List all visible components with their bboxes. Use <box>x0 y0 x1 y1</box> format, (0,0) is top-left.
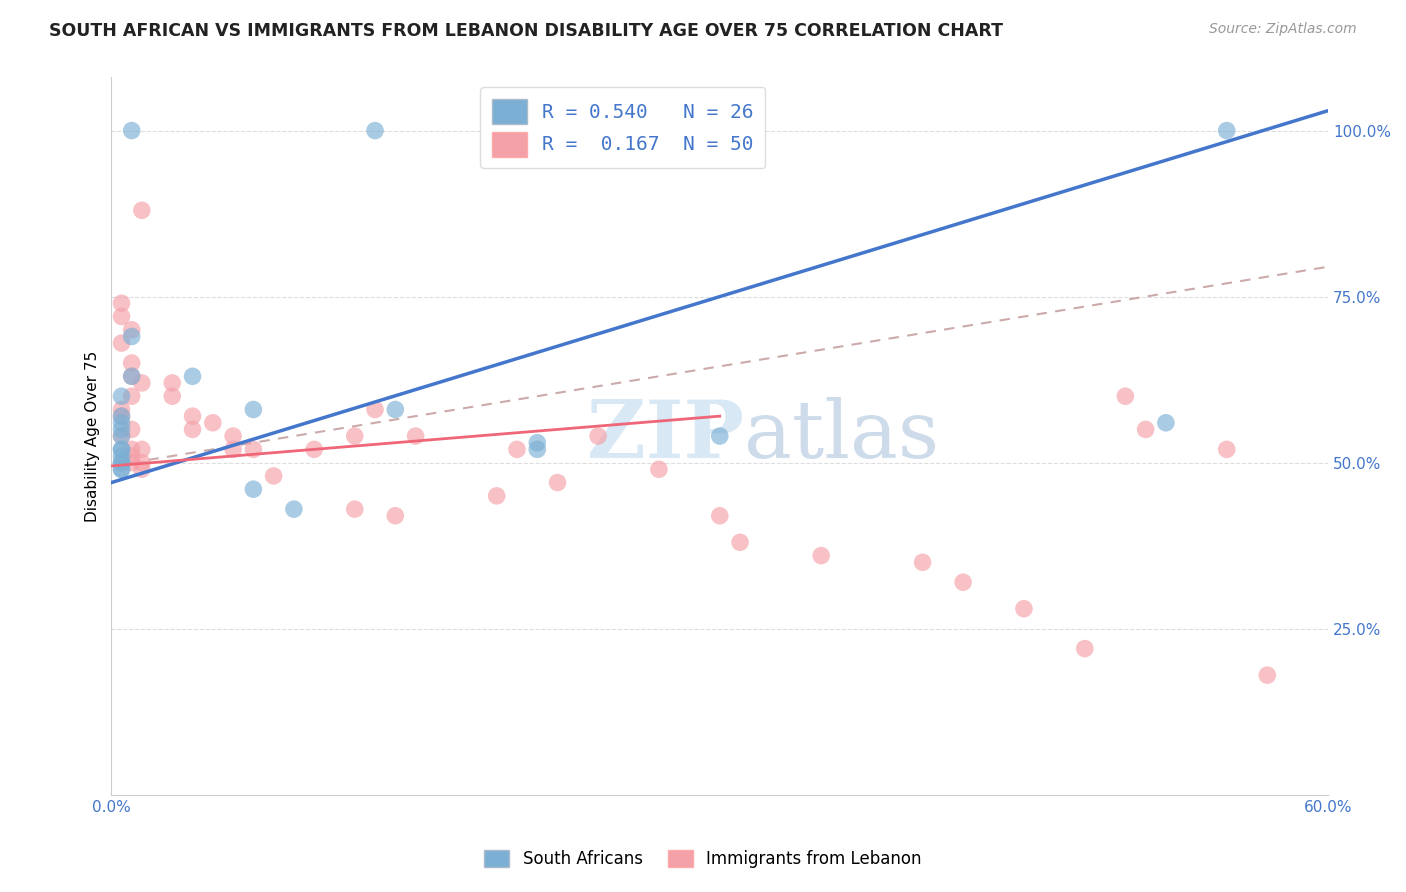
Text: ZIP: ZIP <box>588 397 744 475</box>
Point <box>121 449 143 463</box>
Legend: South Africans, Immigrants from Lebanon: South Africans, Immigrants from Lebanon <box>478 843 928 875</box>
Text: Source: ZipAtlas.com: Source: ZipAtlas.com <box>1209 22 1357 37</box>
Point <box>110 462 132 476</box>
Point <box>709 508 731 523</box>
Point <box>110 449 132 463</box>
Point <box>110 336 132 351</box>
Point <box>121 329 143 343</box>
Point <box>222 429 245 443</box>
Point <box>911 555 934 569</box>
Point <box>121 422 143 436</box>
Point <box>648 462 671 476</box>
Point <box>526 442 548 457</box>
Point <box>162 376 184 390</box>
Point <box>364 123 387 137</box>
Point <box>131 456 153 470</box>
Legend: R = 0.540   N = 26, R =  0.167  N = 50: R = 0.540 N = 26, R = 0.167 N = 50 <box>479 87 765 169</box>
Point <box>110 409 132 424</box>
Point <box>547 475 569 490</box>
Point <box>952 575 974 590</box>
Point <box>110 442 132 457</box>
Point <box>110 409 132 424</box>
Point <box>1216 442 1239 457</box>
Y-axis label: Disability Age Over 75: Disability Age Over 75 <box>86 351 100 522</box>
Point <box>121 369 143 384</box>
Point <box>110 422 132 436</box>
Point <box>728 535 751 549</box>
Point <box>121 442 143 457</box>
Point <box>242 442 264 457</box>
Point <box>110 462 132 476</box>
Point <box>1135 422 1157 436</box>
Point <box>405 429 427 443</box>
Point <box>131 442 153 457</box>
Point <box>121 369 143 384</box>
Point <box>1216 123 1239 137</box>
Point <box>709 429 731 443</box>
Point <box>110 429 132 443</box>
Point <box>485 489 508 503</box>
Point <box>302 442 325 457</box>
Point <box>384 402 406 417</box>
Point <box>586 429 609 443</box>
Point <box>131 376 153 390</box>
Point <box>121 356 143 370</box>
Point <box>1154 416 1177 430</box>
Point <box>506 442 529 457</box>
Point <box>110 402 132 417</box>
Point <box>181 409 204 424</box>
Point <box>1074 641 1097 656</box>
Point <box>110 296 132 310</box>
Point <box>526 435 548 450</box>
Point <box>121 123 143 137</box>
Point <box>810 549 832 563</box>
Point <box>162 389 184 403</box>
Point <box>1114 389 1136 403</box>
Text: SOUTH AFRICAN VS IMMIGRANTS FROM LEBANON DISABILITY AGE OVER 75 CORRELATION CHAR: SOUTH AFRICAN VS IMMIGRANTS FROM LEBANON… <box>49 22 1004 40</box>
Point <box>131 462 153 476</box>
Point <box>181 369 204 384</box>
Point <box>110 456 132 470</box>
Point <box>110 389 132 403</box>
Point <box>343 429 366 443</box>
Point <box>121 323 143 337</box>
Point <box>110 310 132 324</box>
Point <box>110 456 132 470</box>
Point <box>1256 668 1278 682</box>
Point <box>343 502 366 516</box>
Point <box>242 402 264 417</box>
Point <box>283 502 305 516</box>
Point <box>364 402 387 417</box>
Point <box>222 442 245 457</box>
Point <box>121 389 143 403</box>
Point <box>242 482 264 496</box>
Text: atlas: atlas <box>744 397 939 475</box>
Point <box>110 429 132 443</box>
Point <box>263 469 285 483</box>
Point <box>1012 601 1035 615</box>
Point <box>181 422 204 436</box>
Point <box>110 442 132 457</box>
Point <box>131 203 153 218</box>
Point <box>384 508 406 523</box>
Point <box>121 456 143 470</box>
Point <box>110 416 132 430</box>
Point <box>201 416 224 430</box>
